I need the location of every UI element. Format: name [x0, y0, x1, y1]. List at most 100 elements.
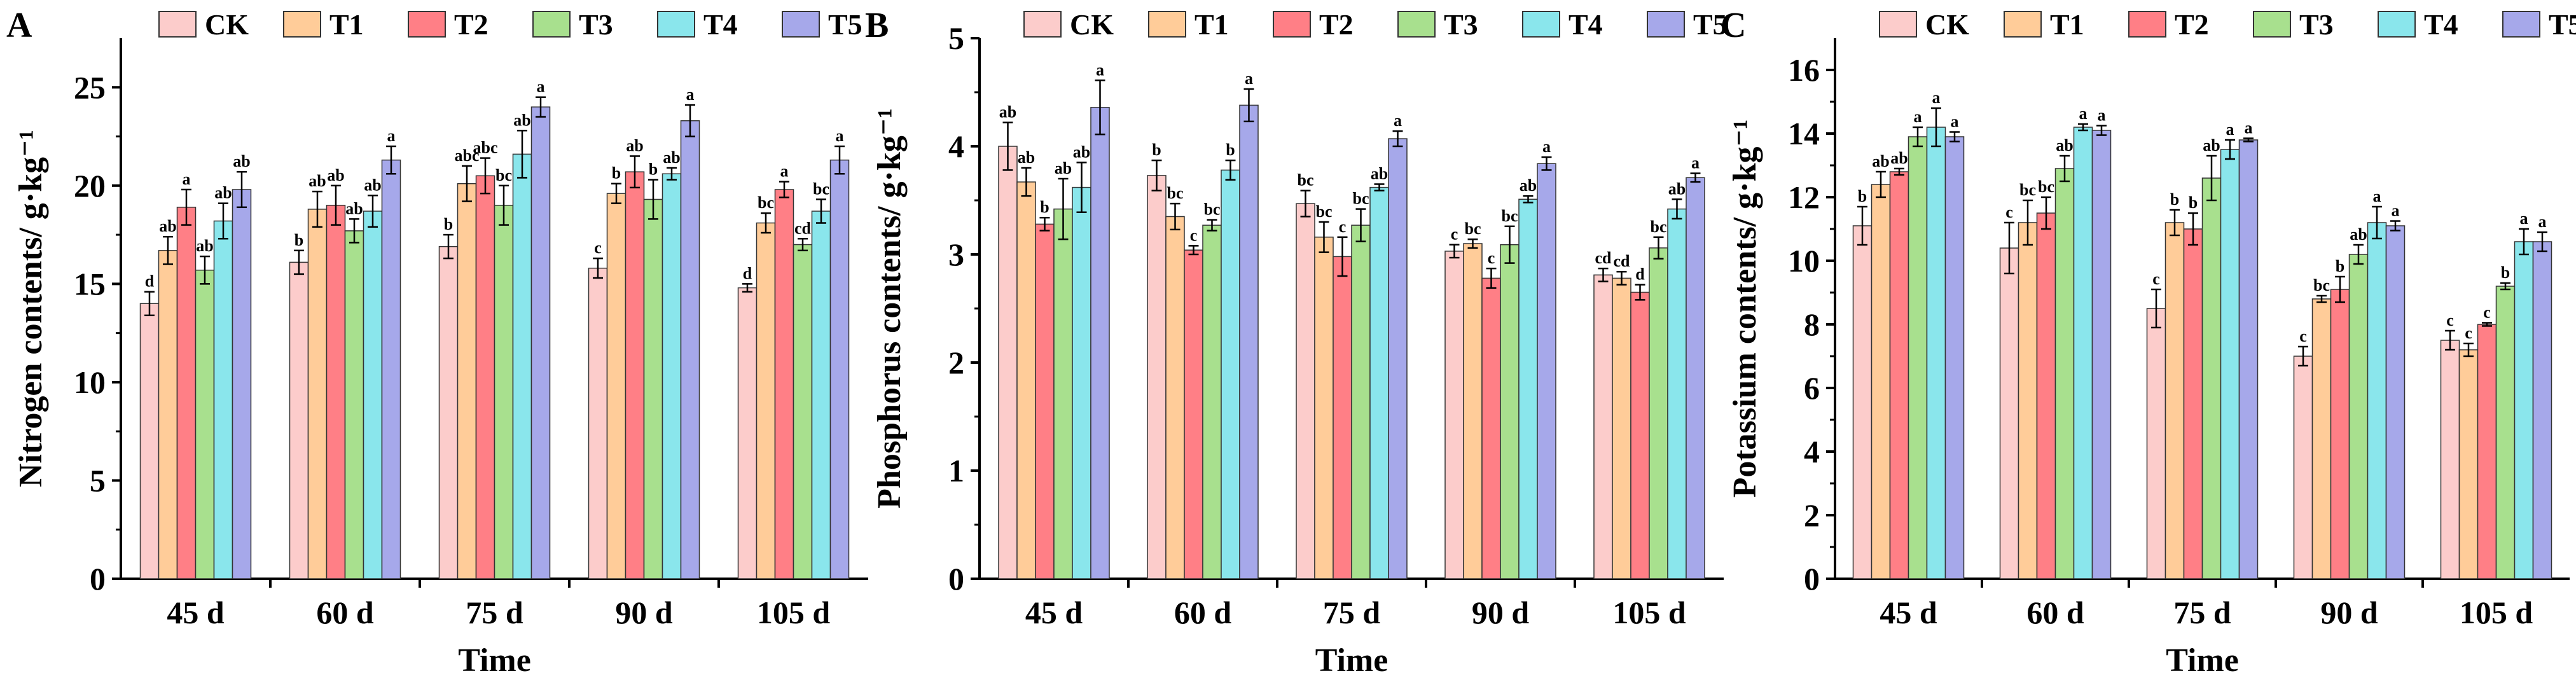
x-tick-label: 105 d — [1612, 595, 1686, 630]
x-tick-label: 75 d — [1323, 595, 1381, 630]
y-axis-label: Nitrogen contents/ g·kg⁻¹ — [13, 130, 49, 487]
bar-t3 — [2495, 286, 2516, 579]
significance-letter: bc — [495, 166, 512, 184]
legend-swatch — [1879, 11, 1917, 38]
significance-letter: ab — [1872, 152, 1889, 170]
significance-letter: b — [2189, 193, 2198, 212]
significance-letter: cd — [1595, 249, 1612, 267]
significance-letter: a — [1951, 113, 1959, 131]
bar-t3 — [1351, 225, 1371, 579]
bar-t4 — [1667, 208, 1687, 579]
bar-t3 — [1053, 208, 1073, 579]
significance-letter: abc — [473, 139, 498, 157]
significance-letter: ab — [2203, 136, 2220, 155]
significance-letter: ab — [1018, 148, 1035, 167]
significance-letter: a — [686, 85, 695, 104]
bar-t5 — [1388, 138, 1408, 579]
legend-label: T1 — [329, 8, 364, 41]
y-tick-label: 1 — [948, 453, 964, 488]
bar-t3 — [793, 244, 813, 579]
bar-t1 — [606, 193, 627, 579]
bar-t5 — [680, 120, 700, 579]
significance-letter: b — [1040, 198, 1049, 216]
bar-t1 — [2458, 349, 2479, 579]
significance-letter: c — [2005, 203, 2013, 221]
y-tick-label: 0 — [1804, 561, 1820, 597]
bar-ck — [588, 267, 608, 579]
bar-t2 — [176, 207, 197, 579]
legend-label: T2 — [1319, 8, 1354, 41]
legend: CK T1 T2 T3 T4 T5 — [1879, 8, 2576, 41]
significance-letter: a — [2098, 106, 2106, 125]
legend-swatch — [1397, 11, 1436, 38]
bar-t1 — [1016, 181, 1036, 579]
bar-t5 — [1944, 136, 1965, 579]
significance-letter: a — [836, 127, 844, 145]
bar-t3 — [1649, 247, 1668, 579]
y-tick-label: 15 — [74, 266, 106, 301]
bar-t5 — [232, 189, 252, 579]
significance-letter: d — [1635, 265, 1645, 284]
significance-letter: ab — [196, 237, 213, 255]
significance-letter: a — [2538, 212, 2547, 231]
x-tick-label: 75 d — [2173, 595, 2231, 630]
legend-swatch — [408, 11, 446, 38]
bar-t1 — [2018, 222, 2038, 579]
significance-letter: b — [612, 164, 621, 183]
bar-ck — [2440, 340, 2460, 579]
y-axis-label: Potassium contents/ g·kg⁻¹ — [1727, 120, 1763, 498]
significance-letter: ab — [663, 148, 680, 167]
significance-letter: ab — [2056, 136, 2073, 155]
legend-label: T5 — [828, 8, 862, 41]
legend-swatch — [1647, 11, 1685, 38]
significance-letter: a — [1542, 137, 1551, 156]
bar-t4 — [1926, 127, 1946, 579]
significance-letter: a — [1932, 88, 1941, 107]
bar-t5 — [1537, 163, 1556, 579]
significance-letter: c — [2299, 327, 2307, 345]
significance-letter: c — [594, 239, 602, 257]
bar-t1 — [1165, 216, 1185, 579]
significance-letter: bc — [1353, 190, 1369, 208]
legend-swatch — [2378, 11, 2416, 38]
bar-t5 — [2091, 130, 2112, 579]
legend-label: T4 — [1568, 8, 1603, 41]
bar-t5 — [2385, 225, 2406, 579]
legend-label: T1 — [1195, 8, 1229, 41]
bar-ck — [1444, 251, 1464, 579]
legend-label: T3 — [2299, 8, 2334, 41]
legend-swatch — [2502, 11, 2540, 38]
x-tick-label: 105 d — [757, 595, 831, 630]
legend-label: T4 — [703, 8, 738, 41]
legend-label: CK — [1925, 8, 1969, 41]
legend-swatch — [283, 11, 321, 38]
significance-letter: a — [387, 127, 396, 145]
bar-ck — [998, 146, 1018, 579]
x-tick-label: 75 d — [466, 595, 523, 630]
significance-letter: a — [2373, 187, 2381, 205]
bar-t2 — [1333, 256, 1352, 579]
legend-swatch — [2128, 11, 2166, 38]
bar-ck — [1593, 274, 1613, 579]
y-tick-label: 4 — [948, 128, 964, 164]
significance-letter: ab — [2350, 225, 2367, 244]
significance-letter: b — [1858, 187, 1867, 205]
y-tick-label: 25 — [74, 69, 106, 105]
panel-letter: C — [1721, 6, 1746, 45]
significance-letter: ab — [327, 166, 344, 184]
bar-ck — [2146, 308, 2166, 579]
x-axis-label: Time — [2166, 642, 2239, 679]
bar-ck — [139, 303, 160, 579]
x-tick-label: 105 d — [2460, 595, 2533, 630]
significance-letter: a — [780, 162, 789, 181]
legend-swatch — [1023, 11, 1062, 38]
legend-label: T2 — [2175, 8, 2209, 41]
legend-swatch — [158, 11, 197, 38]
significance-letter: ab — [1520, 176, 1537, 195]
legend-swatch — [1273, 11, 1311, 38]
significance-letter: b — [649, 160, 658, 179]
significance-letter: ab — [1055, 159, 1072, 177]
bar-t4 — [2220, 149, 2240, 579]
legend-label: T3 — [579, 8, 613, 41]
